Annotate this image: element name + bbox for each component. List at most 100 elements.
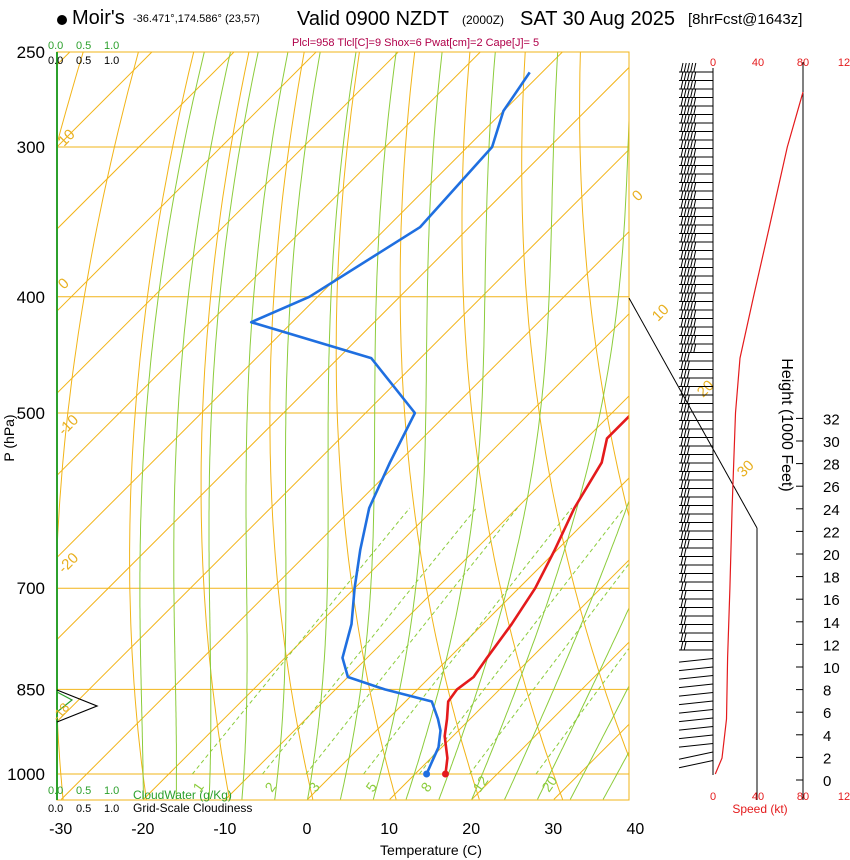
wind-barb-flag (683, 241, 687, 251)
height-tick-label: 20 (823, 547, 840, 564)
wind-barb-flag (686, 249, 690, 260)
wind-barb-flag (683, 283, 687, 294)
wind-barb-flag (693, 96, 697, 107)
wind-barb (678, 743, 714, 748)
plot-area (57, 9, 850, 800)
wind-barb-flag (683, 462, 687, 472)
cloudwater-scale-tick: 0.5 (76, 40, 91, 52)
wind-barb-flag (686, 377, 690, 387)
height-tick-label: 26 (823, 479, 840, 496)
wind-barb-flag (683, 564, 687, 574)
speed-tick-top: 0 (710, 57, 716, 69)
speed-tick-bottom: 40 (752, 791, 764, 803)
wind-barb-flag (693, 317, 697, 328)
wind-barb-flag (680, 402, 684, 413)
wind-barb-flag (686, 411, 690, 421)
wind-barb-flag (690, 62, 694, 73)
wind-barb-flag (686, 275, 690, 285)
wind-barb-flag (680, 173, 684, 183)
cloudwater-scale-tick: 0.5 (76, 785, 91, 797)
wind-barb (678, 734, 714, 740)
wind-barb (678, 726, 714, 731)
wind-barb-flag (680, 453, 684, 464)
wind-barb (678, 751, 714, 760)
wind-barb-flag (686, 309, 690, 319)
dry-adiabat (521, 52, 629, 759)
wind-barb-flag (690, 283, 694, 294)
wind-barb-flag (680, 368, 684, 379)
wind-barb-flag (680, 470, 684, 481)
moist-adiabat (274, 52, 321, 800)
wind-barb-flag (686, 479, 690, 489)
wind-barb-flag (686, 300, 690, 311)
wind-barb-flag (686, 521, 690, 532)
wind-barb-flag (690, 241, 694, 251)
wind-barb-flag (683, 615, 687, 625)
isotherm-line (57, 52, 482, 477)
forecast-date: SAT 30 Aug 2025 (520, 8, 675, 30)
wind-barb-flag (690, 71, 694, 81)
wind-barb-flag (683, 62, 687, 73)
wind-barb-flag (683, 411, 687, 421)
wind-barb-flag (680, 241, 684, 251)
forecast-run: [8hrFcst@1643z] (688, 11, 803, 28)
wind-barb-flag (683, 343, 687, 353)
wind-barb-flag (690, 198, 694, 209)
wind-barb-flag (683, 334, 687, 345)
wind-barb-flag (680, 606, 684, 617)
wind-barb-flag (680, 589, 684, 600)
cloudiness-scale-tick: 0.5 (76, 55, 91, 67)
wind-barb-flag (693, 232, 697, 243)
isotherm-line (800, 9, 850, 800)
wind-barb-flag (683, 547, 687, 557)
cloudiness-label: Grid-Scale Cloudiness (133, 801, 252, 815)
mixing-ratio-label: 2 (261, 779, 279, 795)
dry-adiabat (744, 9, 850, 800)
moist-adiabat (537, 606, 629, 800)
wind-barb-flag (680, 207, 684, 217)
station-dot-icon (57, 15, 67, 25)
x-axis-label: Temperature (C) (380, 842, 482, 858)
isotherm-line (225, 395, 629, 800)
moist-adiabat (173, 52, 232, 800)
pressure-tick-label: 400 (17, 288, 45, 307)
wind-barb-flag (680, 164, 684, 175)
moist-adiabat (339, 52, 397, 800)
dry-adiabat (129, 52, 195, 800)
wind-barb-flag (680, 615, 684, 625)
wind-barb-flag (686, 394, 690, 404)
pressure-tick-label: 700 (17, 579, 45, 598)
height-tick-label: 10 (823, 660, 840, 677)
wind-barb-flag (683, 385, 687, 396)
wind-barb-flag (690, 215, 694, 226)
speed-tick-top: 12 (838, 57, 850, 69)
wind-speed-profile (714, 91, 804, 775)
wind-barb-flag (680, 224, 684, 234)
wind-barb-flag (683, 215, 687, 226)
wind-barb-flag (680, 130, 684, 141)
isotherm-line (57, 148, 629, 723)
isotherm-line (57, 52, 153, 148)
isotherm-line (57, 52, 235, 230)
moist-adiabat (372, 52, 443, 800)
mixing-ratio-label: 3 (305, 779, 323, 795)
wind-barb-flag (680, 156, 684, 166)
dry-adiabat (798, 9, 850, 800)
wind-barb-flag (686, 266, 690, 277)
wind-barb-flag (683, 266, 687, 277)
wind-barb-flag (693, 105, 697, 115)
height-tick-label: 6 (823, 705, 831, 722)
wind-barb-flag (680, 564, 684, 574)
wind-barb-flag (690, 300, 694, 311)
wind-barb-flag (680, 530, 684, 540)
wind-barb-flag (683, 555, 687, 566)
dry-adiabat (461, 52, 564, 800)
wind-barb-flag (686, 173, 690, 183)
moist-adiabat (241, 52, 289, 800)
wind-barb-flag (693, 62, 697, 73)
wind-barb-flag (683, 96, 687, 107)
wind-barb (678, 760, 714, 769)
cloudwater-scale-tick: 1.0 (104, 40, 119, 52)
wind-barb-flag (680, 79, 684, 90)
